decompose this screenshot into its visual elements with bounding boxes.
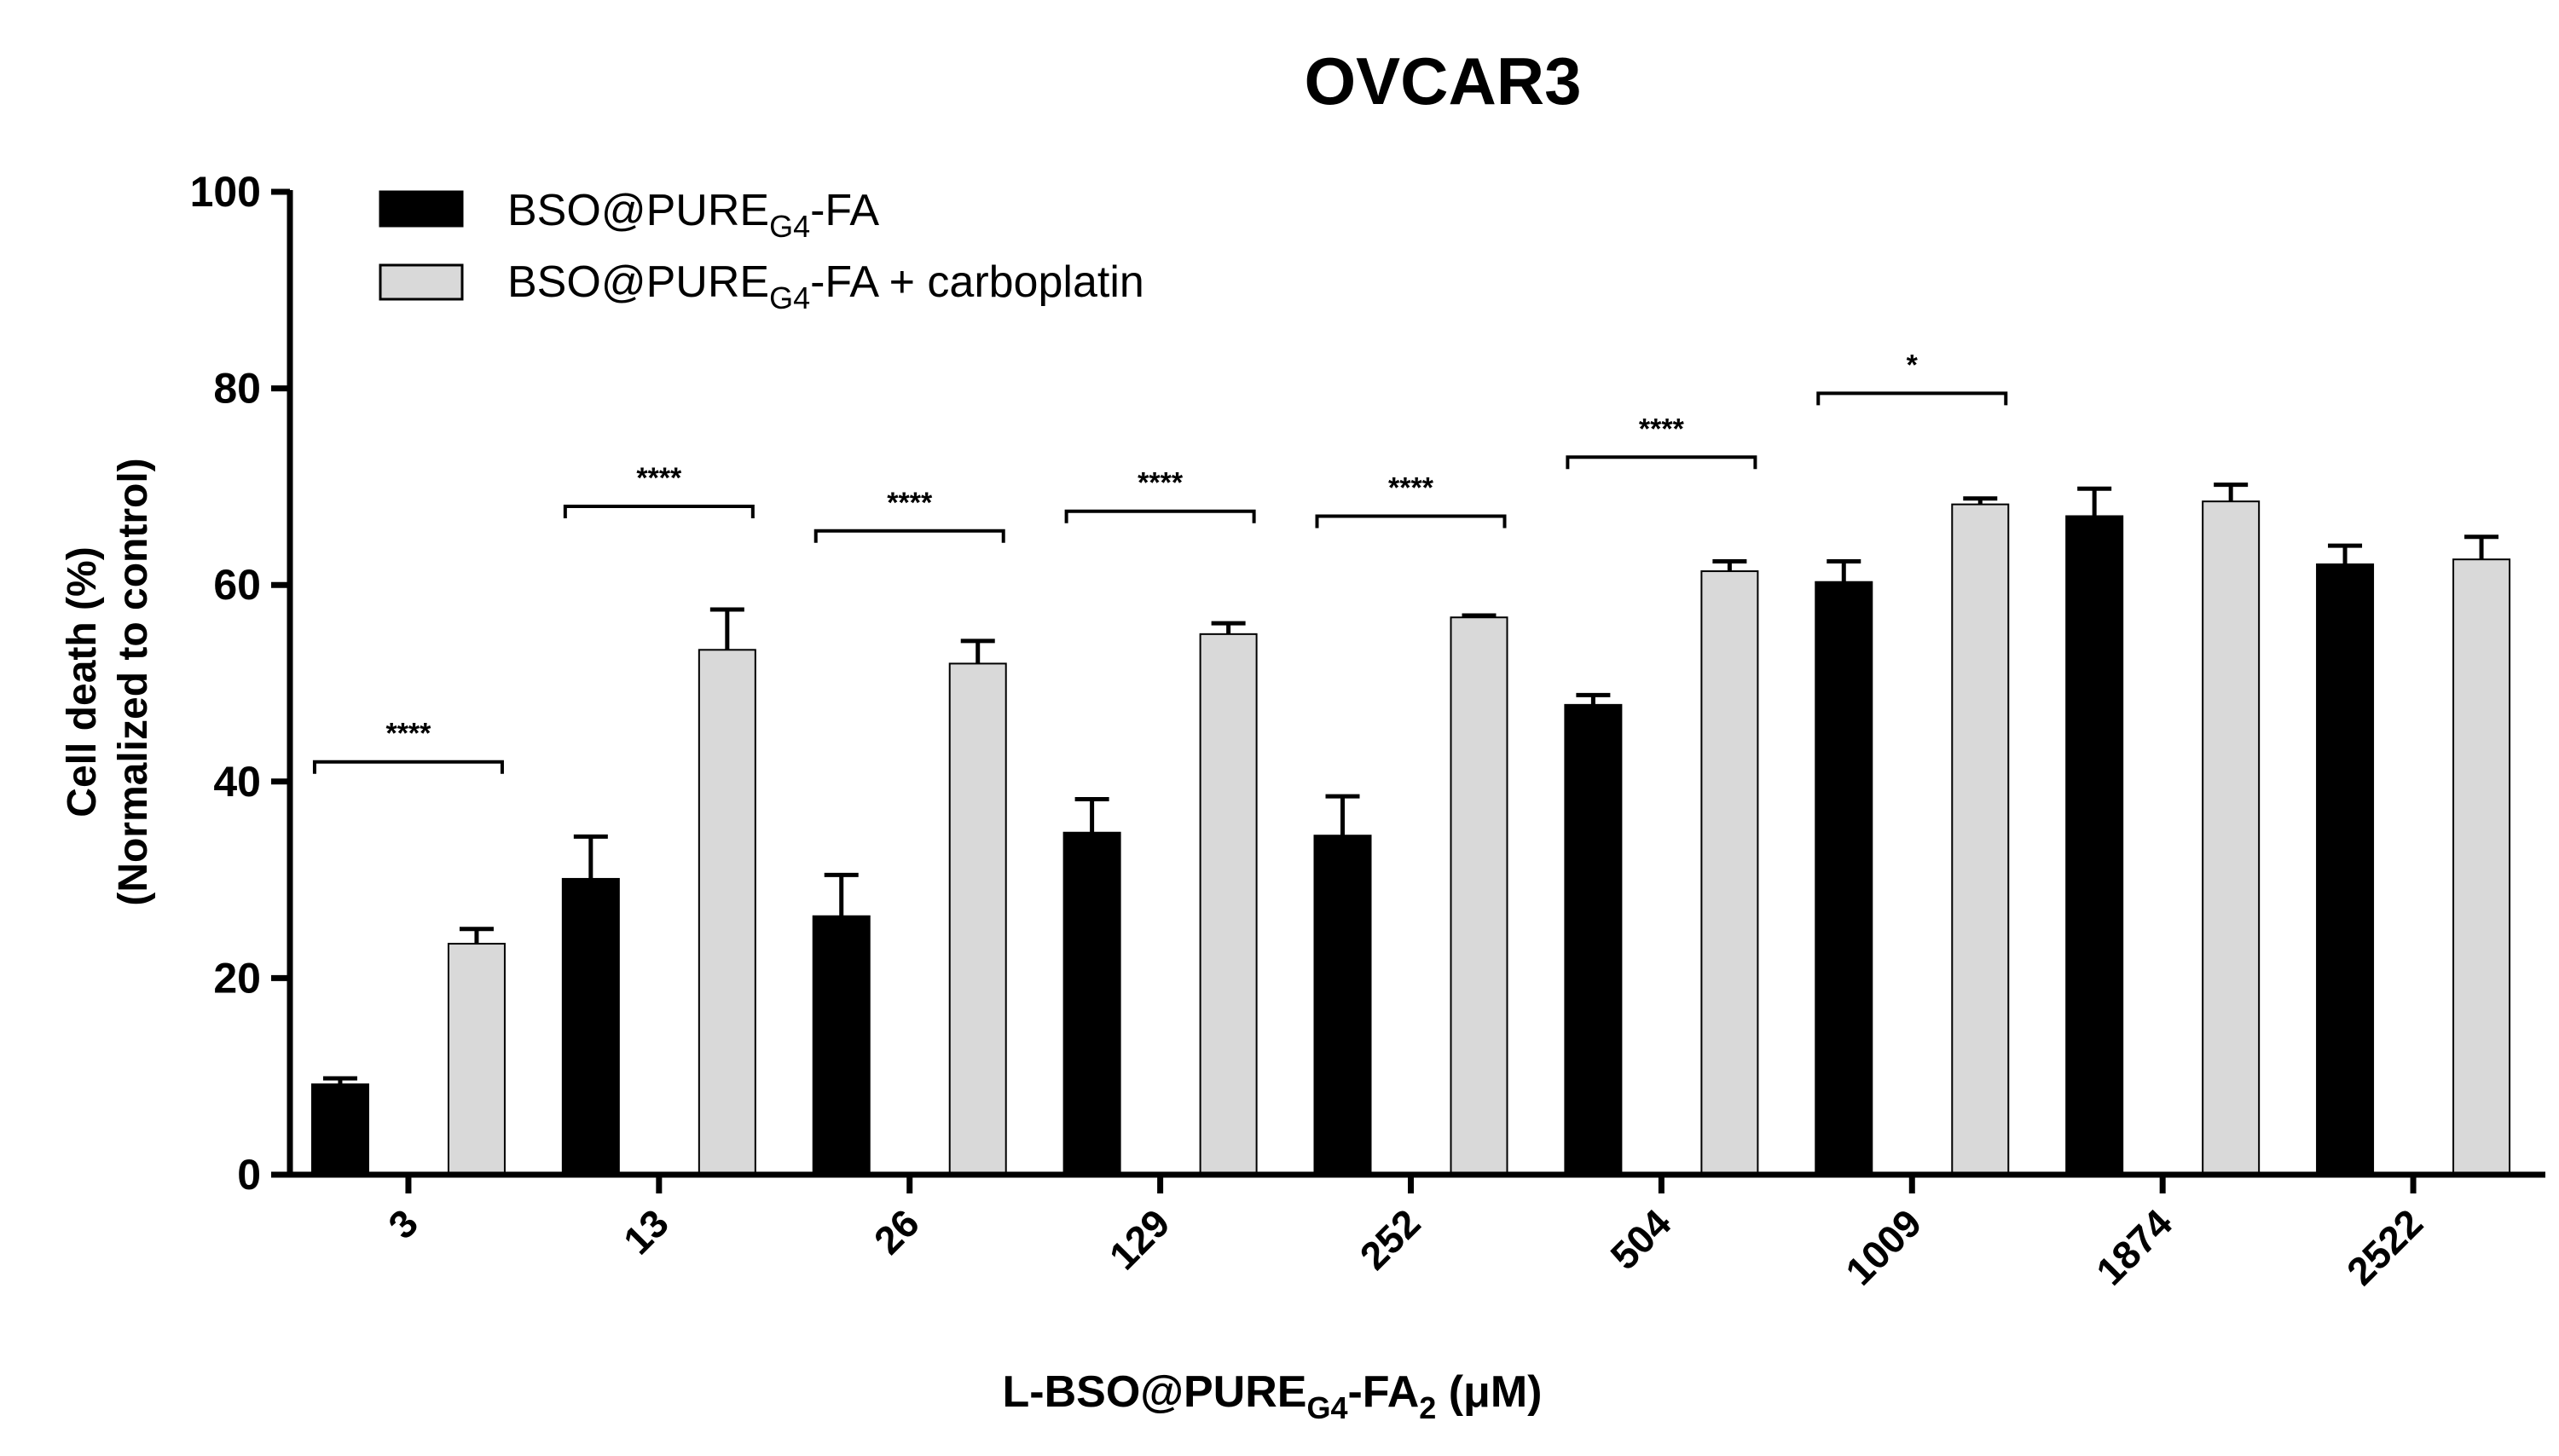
y-tick-label-0: 0 xyxy=(237,1151,261,1199)
legend: BSO@PUREG4-FA BSO@PUREG4-FA + carboplati… xyxy=(379,186,1144,315)
bar-series-2-252 xyxy=(1450,616,1508,1176)
x-axis-label-sub2: 2 xyxy=(1419,1390,1436,1425)
bar-series-1-1874 xyxy=(2065,515,2124,1176)
bar-series-2-13 xyxy=(698,649,756,1176)
y-tick-label-80: 80 xyxy=(213,365,261,413)
significance-label-13: **** xyxy=(636,462,682,494)
bar-series-2-504 xyxy=(1700,570,1759,1176)
bar-series-2-129 xyxy=(1199,633,1258,1176)
y-tick-label-60: 60 xyxy=(213,561,261,609)
bar-series-1-26 xyxy=(812,915,871,1176)
x-tick-label-3: 3 xyxy=(379,1200,426,1247)
legend-label-series-2-sub: G4 xyxy=(769,280,810,315)
x-axis-label-mid: -FA xyxy=(1347,1367,1419,1417)
legend-label-series-2-main: BSO@PURE xyxy=(507,257,769,307)
y-tick-label-40: 40 xyxy=(213,758,261,806)
x-tick-label-13: 13 xyxy=(615,1200,677,1262)
x-tick-label-2522: 2522 xyxy=(2338,1200,2431,1293)
legend-label-series-1: BSO@PUREG4-FA xyxy=(507,186,879,244)
bar-series-1-504 xyxy=(1564,703,1623,1176)
significance-bracket-13 xyxy=(563,504,755,518)
y-axis-label-line2: (Normalized to control) xyxy=(111,458,156,905)
bar-series-2-26 xyxy=(948,662,1007,1176)
bar-series-1-3 xyxy=(310,1083,369,1176)
y-axis-label-line1: Cell death (%) xyxy=(60,546,105,817)
legend-label-series-2-suffix: -FA + carboplatin xyxy=(810,257,1144,307)
significance-label-3: **** xyxy=(385,718,431,750)
significance-label-504: **** xyxy=(1639,413,1685,445)
legend-swatch-series-1 xyxy=(379,190,464,228)
legend-label-series-1-main: BSO@PURE xyxy=(507,186,769,235)
bar-series-2-2522 xyxy=(2452,558,2511,1176)
significance-bracket-129 xyxy=(1064,509,1256,523)
significance-bracket-26 xyxy=(813,529,1005,543)
legend-label-series-2: BSO@PUREG4-FA + carboplatin xyxy=(507,257,1144,315)
y-axis-label: Cell death (%) (Normalized to control) xyxy=(60,458,156,905)
bar-series-1-129 xyxy=(1062,831,1121,1176)
bar-series-1-2522 xyxy=(2316,563,2375,1176)
y-tick-label-100: 100 xyxy=(190,168,261,216)
x-axis-label: L-BSO@PUREG4-FA2 (μM) xyxy=(1003,1367,1543,1425)
legend-label-series-1-suffix: -FA xyxy=(810,186,879,235)
significance-bracket-3 xyxy=(312,760,504,774)
legend-swatch-series-2 xyxy=(379,263,464,301)
bar-series-2-1874 xyxy=(2202,500,2261,1176)
bar-series-1-13 xyxy=(561,877,620,1176)
significance-label-26: **** xyxy=(887,487,933,519)
significance-brackets: **************** ********* xyxy=(312,349,2008,774)
y-tick-label-20: 20 xyxy=(213,954,261,1002)
y-axis: 0 20 40 60 80 100 xyxy=(190,168,290,1199)
x-axis-label-suffix: (μM) xyxy=(1436,1367,1542,1417)
chart-title: OVCAR3 xyxy=(1304,43,1581,118)
bar-series-2-1009 xyxy=(1951,503,2010,1176)
bar-series-1-252 xyxy=(1313,835,1372,1176)
x-tick-label-1874: 1874 xyxy=(2087,1200,2180,1293)
bar-series-1-1009 xyxy=(1815,581,1873,1176)
axes xyxy=(287,190,2545,1178)
x-tick-label-504: 504 xyxy=(1601,1200,1679,1278)
x-tick-label-252: 252 xyxy=(1352,1200,1429,1278)
significance-label-252: **** xyxy=(1388,471,1434,504)
significance-label-129: **** xyxy=(1138,467,1184,500)
x-tick-label-26: 26 xyxy=(866,1200,928,1262)
significance-bracket-1009 xyxy=(1816,391,2008,406)
bars xyxy=(310,500,2511,1176)
bar-series-2-3 xyxy=(447,943,506,1176)
x-tick-label-1009: 1009 xyxy=(1837,1200,1930,1293)
x-axis-label-prefix: L-BSO@PURE xyxy=(1003,1367,1307,1417)
x-axis-label-sub1: G4 xyxy=(1306,1390,1347,1425)
significance-label-1009: * xyxy=(1907,349,1919,381)
x-axis: 3 13 26 129 252 504 1009 1874 2522 xyxy=(379,1175,2431,1293)
x-tick-label-129: 129 xyxy=(1101,1200,1178,1278)
significance-bracket-504 xyxy=(1566,455,1757,470)
significance-bracket-252 xyxy=(1315,514,1507,529)
error-bars xyxy=(322,482,2499,1084)
legend-label-series-1-sub: G4 xyxy=(769,209,810,244)
